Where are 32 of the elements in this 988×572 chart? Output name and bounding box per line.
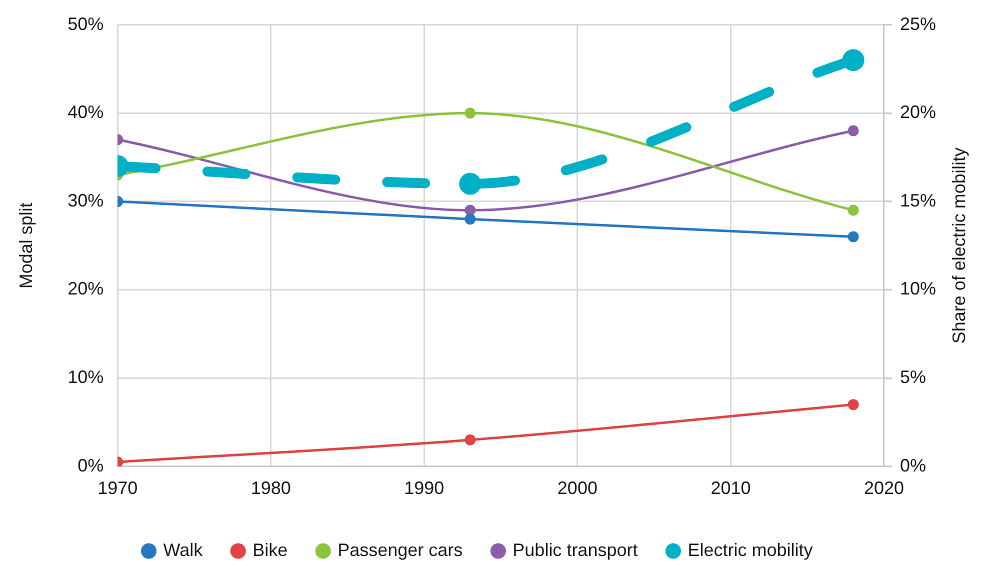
point bbox=[848, 125, 859, 136]
legend-label: Electric mobility bbox=[688, 540, 813, 560]
y2-tick-label: 5% bbox=[900, 367, 926, 388]
point bbox=[464, 214, 476, 225]
y-axis-title: Modal split bbox=[16, 202, 36, 289]
y2-tick-label: 10% bbox=[900, 278, 936, 299]
point bbox=[848, 231, 859, 242]
x-tick-label: 2010 bbox=[710, 478, 751, 498]
y2-tick-label: 25% bbox=[900, 14, 936, 34]
y-tick-label: 50% bbox=[68, 14, 104, 34]
point bbox=[848, 204, 859, 216]
y2-tick-label: 20% bbox=[900, 102, 936, 122]
point bbox=[464, 108, 476, 119]
x-tick-label: 1970 bbox=[98, 478, 138, 498]
x-tick-label: 1980 bbox=[250, 478, 291, 498]
legend-label: Public transport bbox=[512, 540, 638, 560]
x-tick-label: 2020 bbox=[864, 478, 904, 498]
y-tick-label: 40% bbox=[68, 102, 104, 122]
y-tick-label: 20% bbox=[68, 278, 104, 299]
point bbox=[848, 399, 859, 410]
y2-tick-label: 15% bbox=[900, 190, 936, 210]
y2-axis-title: Share of electric mobility bbox=[948, 148, 969, 344]
x-tick-label: 1990 bbox=[404, 478, 444, 498]
y-tick-label: 10% bbox=[68, 367, 104, 388]
legend-label: Bike bbox=[252, 540, 288, 560]
y-tick-label: 30% bbox=[68, 190, 104, 210]
legend-label: Walk bbox=[163, 540, 204, 560]
x-tick-label: 2000 bbox=[557, 478, 598, 498]
y2-tick-label: 0% bbox=[900, 455, 926, 476]
y-tick-label: 0% bbox=[78, 455, 104, 476]
legend-label: Passenger cars bbox=[338, 540, 463, 560]
point bbox=[464, 434, 476, 446]
